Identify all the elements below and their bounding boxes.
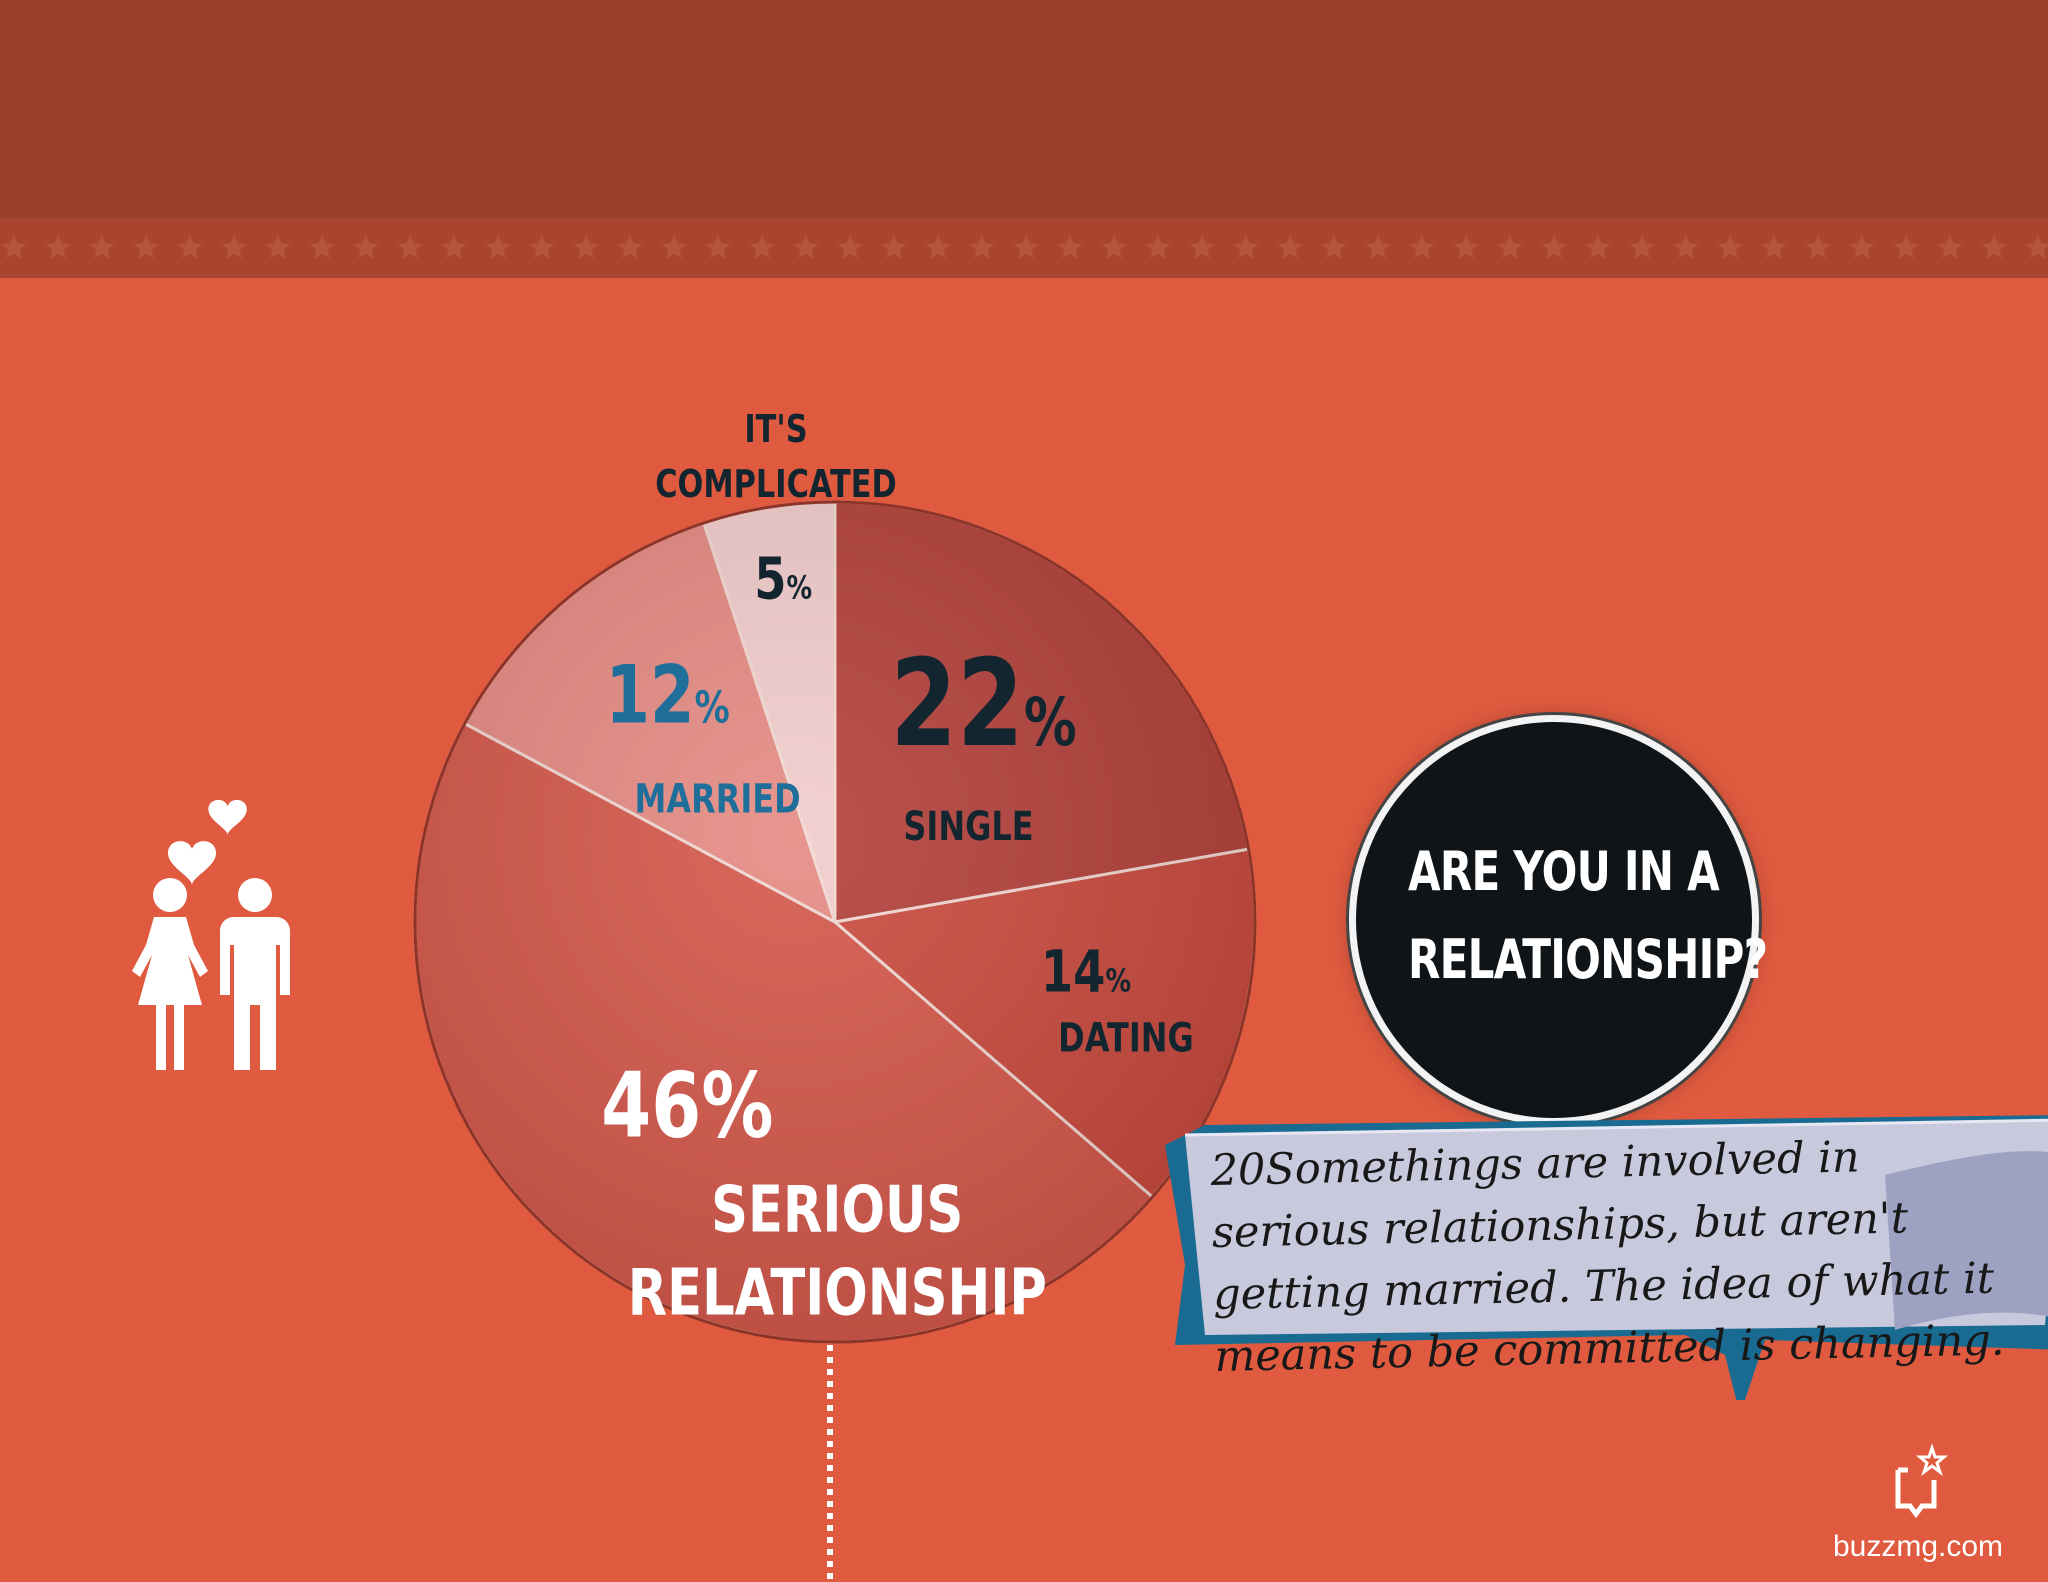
pie-category-label: COMPLICATED [655,463,897,507]
speech-bubble-note [1165,1115,2048,1400]
pattern-star [485,235,511,259]
pie-percent-label: 22% [890,633,1076,773]
pattern-star [1805,235,1831,259]
pattern-star [89,235,115,259]
pattern-star [1277,235,1303,259]
pattern-star [441,235,467,259]
pie-category-label: SERIOUS [711,1172,963,1247]
pattern-star [1101,235,1127,259]
pattern-star [309,235,335,259]
dotted-connector-line [827,1345,833,1582]
pattern-star [749,235,775,259]
pattern-star [573,235,599,259]
pattern-star [1937,235,1963,259]
pattern-star [1629,235,1655,259]
star-pattern-strip [0,218,2048,278]
pie-percent-label: 5% [754,545,812,612]
pie-percent-label: 14% [1041,938,1131,1005]
question-line-2: RELATIONSHIP? [1408,928,1768,991]
pie-percent-label: 12% [605,650,729,743]
pattern-star [793,235,819,259]
pie-percent-label: 46% [601,1054,773,1159]
pattern-star [837,235,863,259]
pattern-star [1013,235,1039,259]
brand-name[interactable]: buzzmg.com [1832,1530,2004,1563]
pattern-star [881,235,907,259]
pattern-star [353,235,379,259]
pattern-star [1497,235,1523,259]
pattern-star [1,235,27,259]
couple-with-hearts-icon [132,799,290,1070]
note-text: 20Somethings are involved in serious rel… [1210,1132,2005,1382]
pattern-star [1233,235,1259,259]
pattern-star [969,235,995,259]
pattern-star [2025,235,2048,259]
buzz-logo-icon [1895,1443,1949,1519]
pattern-star [1981,235,2007,259]
pattern-star [1365,235,1391,259]
pie-category-label: IT'S [744,408,807,452]
pattern-star [1893,235,1919,259]
pie-category-label: DATING [1058,1014,1194,1061]
pattern-star [661,235,687,259]
pattern-star [1453,235,1479,259]
pattern-star [265,235,291,259]
pattern-star [1189,235,1215,259]
brand-mark[interactable]: buzzmg.com [1818,1440,2018,1564]
pattern-star [221,235,247,259]
pattern-star [529,235,555,259]
pattern-star [1541,235,1567,259]
pattern-star [1321,235,1347,259]
pie-category-label: RELATIONSHIP [628,1255,1047,1330]
question-badge: ARE YOU IN A RELATIONSHIP? [1349,715,1768,1125]
pattern-star [133,235,159,259]
pattern-star [1673,235,1699,259]
pie-category-label: MARRIED [634,775,800,822]
pattern-star [1409,235,1435,259]
question-line-1: ARE YOU IN A [1408,840,1720,903]
pattern-star [1717,235,1743,259]
pattern-star [1849,235,1875,259]
pattern-star [45,235,71,259]
pattern-star [1761,235,1787,259]
pattern-star [617,235,643,259]
pattern-star [925,235,951,259]
pattern-star [1585,235,1611,259]
pattern-star [1057,235,1083,259]
pattern-star [1145,235,1171,259]
pie-category-label: SINGLE [903,802,1033,849]
pattern-star [705,235,731,259]
pattern-star [177,235,203,259]
pattern-star [397,235,423,259]
